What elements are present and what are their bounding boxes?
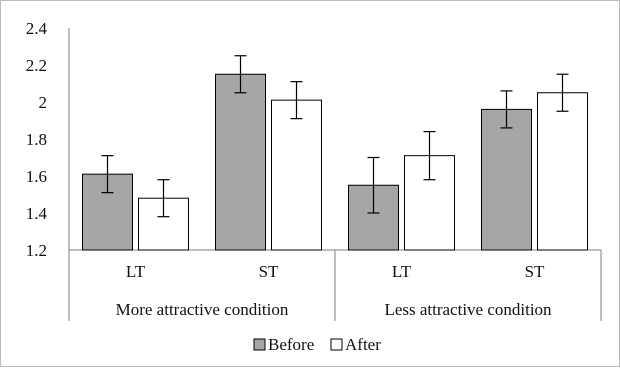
bars: [82, 73, 588, 251]
bar-before: [215, 73, 266, 251]
group-label: Less attractive condition: [384, 300, 552, 319]
y-tick-label: 1.4: [26, 204, 48, 223]
category-label: LT: [392, 262, 412, 281]
y-tick-label: 2.4: [26, 19, 48, 38]
legend-swatch: [330, 338, 343, 351]
legend: Before After: [253, 335, 381, 354]
legend-swatch: [253, 338, 266, 351]
bar-after: [537, 92, 588, 251]
y-tick-label: 1.8: [26, 130, 47, 149]
group-label: More attractive condition: [116, 300, 289, 319]
category-labels: LT ST LT ST: [126, 262, 545, 281]
category-label: LT: [126, 262, 146, 281]
y-tick-label: 2.2: [26, 56, 47, 75]
y-tick-label: 1.6: [26, 167, 47, 186]
legend-label: After: [345, 335, 381, 354]
y-tick-labels: 1.2 1.4 1.6 1.8 2 2.2 2.4: [26, 19, 48, 260]
y-tick-label: 2: [39, 93, 48, 112]
bar-before: [481, 108, 532, 251]
legend-label: Before: [268, 335, 314, 354]
y-tick-label: 1.2: [26, 241, 47, 260]
category-label: ST: [525, 262, 545, 281]
error-bars: [101, 55, 569, 218]
category-label: ST: [259, 262, 279, 281]
group-labels: More attractive condition Less attractive…: [116, 300, 552, 319]
bar-after: [271, 99, 322, 251]
